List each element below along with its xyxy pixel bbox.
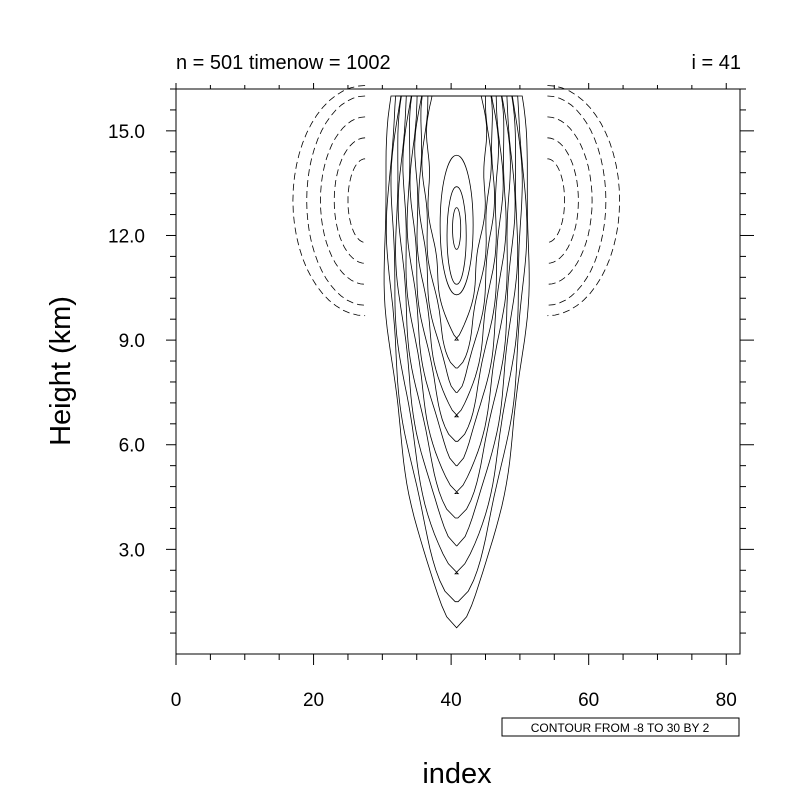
chart-title-right: i = 41	[692, 52, 741, 74]
y-tick-label: 12.0	[108, 226, 145, 247]
contour-lines	[292, 85, 621, 629]
negative-contour	[306, 95, 366, 306]
y-tick-label: 9.0	[119, 331, 145, 352]
x-tick-label: 80	[716, 690, 737, 711]
x-tick-label: 20	[303, 690, 324, 711]
x-tick-label: 40	[441, 690, 462, 711]
contour-info-box	[501, 717, 740, 737]
negative-contour	[547, 116, 593, 285]
positive-contour	[426, 95, 488, 341]
contour-info-label: CONTOUR FROM -8 TO 30 BY 2	[531, 721, 710, 735]
positive-contour	[385, 95, 528, 603]
y-tick-label: 6.0	[119, 436, 145, 457]
positive-contour	[414, 95, 499, 418]
positive-contour	[409, 95, 504, 442]
positive-contour	[383, 95, 530, 629]
negative-contour	[333, 137, 366, 264]
negative-contour	[319, 116, 366, 285]
x-tick-label: 0	[171, 690, 182, 711]
axis-ticks	[166, 83, 754, 665]
positive-contour	[402, 95, 511, 494]
negative-contour	[547, 95, 607, 306]
y-tick-label: 15.0	[108, 122, 145, 143]
negative-contour	[547, 85, 621, 317]
x-tick-label: 60	[578, 690, 599, 711]
negative-contour	[292, 85, 366, 317]
positive-contour	[406, 95, 507, 467]
core-contour	[446, 186, 467, 285]
positive-contour	[397, 95, 516, 519]
y-axis-title: Height (km)	[45, 296, 77, 446]
negative-contour	[347, 158, 366, 243]
y-tick-label: 3.0	[119, 540, 145, 561]
negative-contour	[547, 158, 566, 243]
negative-contour	[547, 137, 579, 264]
positive-contour	[421, 95, 492, 369]
positive-contour	[418, 95, 495, 393]
chart-title-left: n = 501 timenow = 1002	[176, 52, 391, 74]
tick-labels: 0 20 40 60 80 3.0 6.0 9.0 12.0 15.0	[108, 122, 737, 711]
positive-contour	[395, 95, 519, 547]
positive-contour	[390, 95, 523, 575]
x-axis-title: index	[422, 758, 492, 790]
core-contour	[452, 207, 462, 250]
core-contour	[439, 154, 474, 296]
plot-frame	[175, 88, 741, 655]
